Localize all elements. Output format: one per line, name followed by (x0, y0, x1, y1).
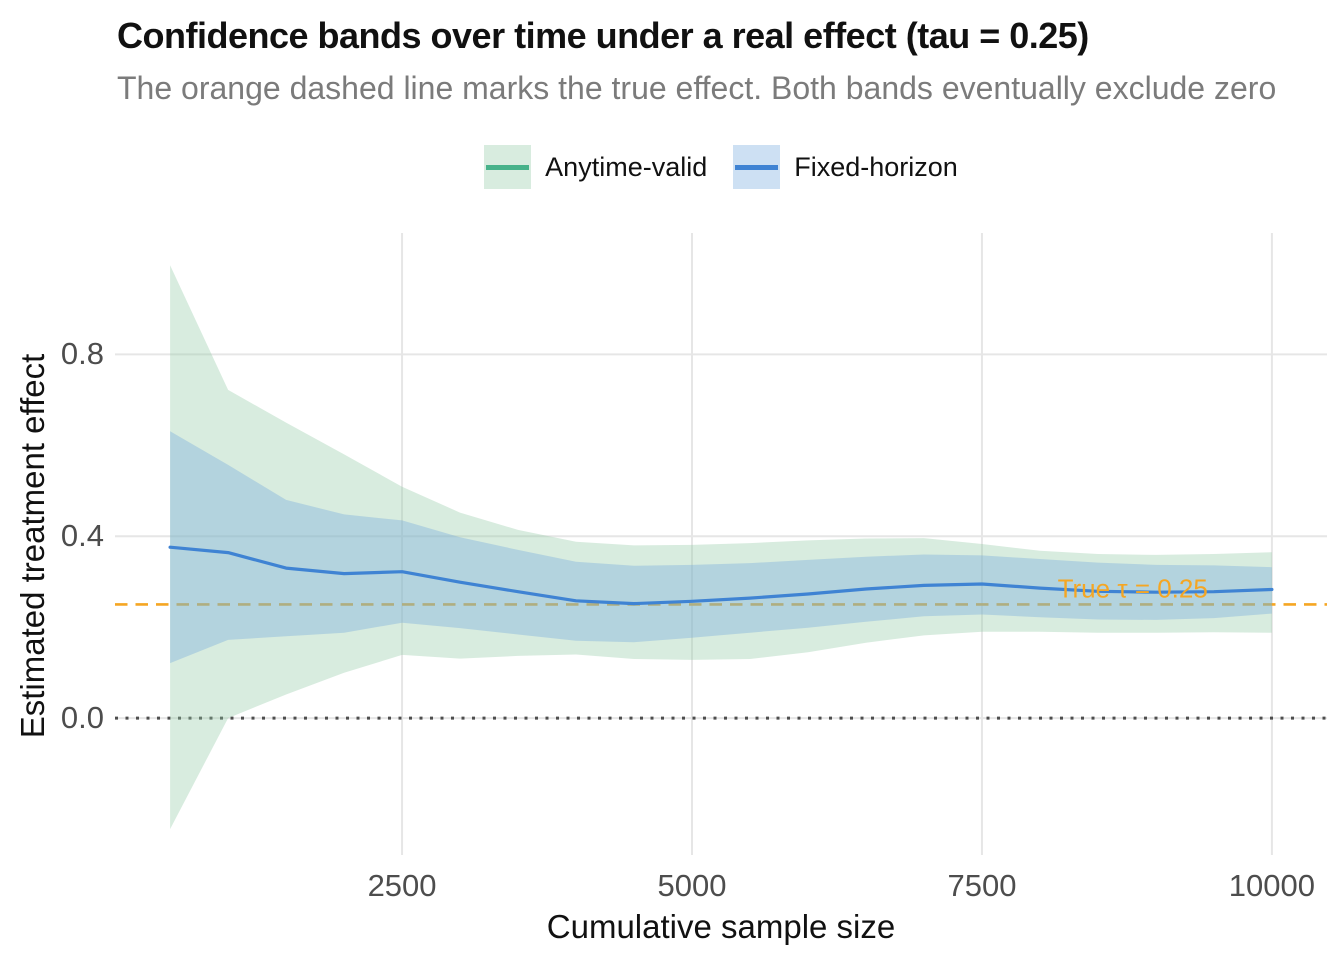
y-axis-title: Estimated treatment effect (14, 353, 51, 739)
x-tick-label: 10000 (1228, 868, 1316, 903)
x-tick-label: 5000 (657, 868, 727, 903)
fixed-horizon-line-icon (735, 165, 779, 170)
true-tau-annotation: True τ = 0.25 (1057, 573, 1208, 604)
legend: Anytime-valid Fixed-horizon (115, 143, 1327, 191)
y-tick-label: 0.8 (60, 336, 104, 372)
fixed-horizon-band (170, 431, 1272, 664)
legend-item-fixed-horizon: Fixed-horizon (733, 145, 958, 189)
anytime-valid-line-icon (486, 165, 530, 170)
anytime-valid-band-swatch-icon (484, 145, 532, 189)
y-tick-label: 0.4 (60, 518, 104, 554)
y-tick-label: 0.0 (60, 700, 104, 736)
fixed-horizon-band-swatch-icon (733, 145, 781, 189)
chart-title: Confidence bands over time under a real … (117, 15, 1089, 56)
x-tick-label: 2500 (367, 868, 437, 903)
legend-label-fixed-horizon: Fixed-horizon (794, 151, 958, 182)
anytime-valid-band (170, 265, 1272, 830)
estimate-line (168, 545, 1274, 606)
legend-item-anytime-valid: Anytime-valid (484, 145, 707, 189)
legend-label-anytime-valid: Anytime-valid (545, 151, 708, 182)
x-tick-label: 7500 (947, 868, 1017, 903)
chart-subtitle: The orange dashed line marks the true ef… (117, 70, 1277, 106)
x-axis-title: Cumulative sample size (546, 908, 896, 945)
